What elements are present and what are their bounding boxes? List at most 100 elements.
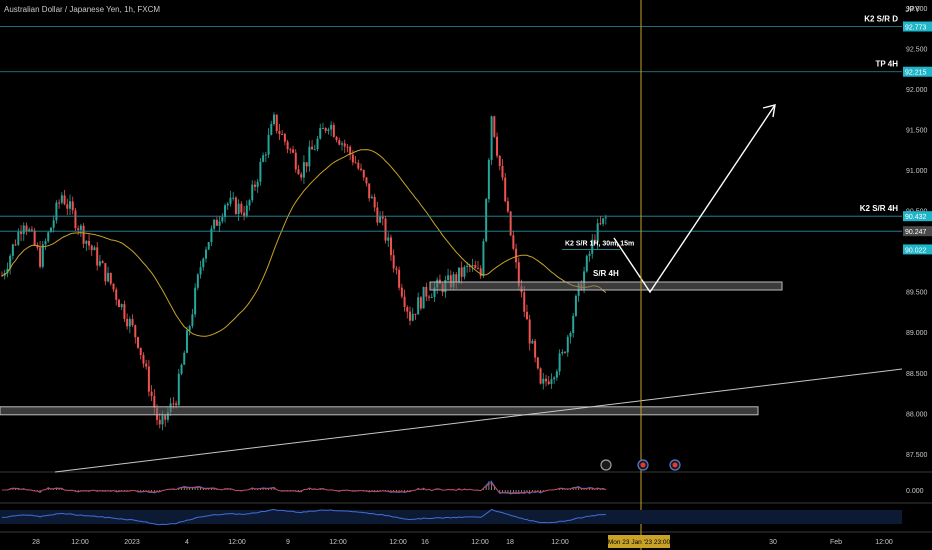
- candle-body: [126, 318, 129, 327]
- candle-body: [9, 255, 12, 269]
- candle-body: [430, 296, 433, 298]
- x-tick-label: 12:00: [329, 539, 347, 546]
- candle-body: [302, 162, 305, 178]
- candle-body: [485, 199, 488, 242]
- candle-body: [69, 201, 71, 209]
- candle-body: [354, 162, 357, 164]
- candle-body: [591, 239, 594, 254]
- trendline: [54, 368, 903, 473]
- price-level-label: K2 S/R 4H: [860, 204, 898, 213]
- candle-body: [150, 391, 153, 397]
- candle-body: [403, 296, 406, 308]
- y-tick-label: 88.000: [906, 411, 928, 418]
- candle-body: [534, 340, 537, 358]
- x-tick-label: 12:00: [471, 539, 489, 546]
- candle-body: [58, 202, 61, 204]
- candle-body: [153, 396, 156, 408]
- candle-body: [123, 304, 126, 319]
- candle-body: [245, 205, 248, 216]
- price-level-badge-text: 90.432: [905, 214, 927, 221]
- candle-body: [115, 289, 118, 300]
- candle-body: [392, 255, 395, 269]
- candle-body: [425, 286, 428, 297]
- candle-body: [569, 332, 572, 337]
- candle-body: [39, 247, 42, 267]
- price-level-badge: [903, 244, 932, 255]
- candle-body: [330, 125, 333, 130]
- candle-body: [389, 237, 392, 256]
- price-axis: [902, 0, 932, 550]
- zone-label: S/R 4H: [593, 269, 619, 278]
- candle-body: [289, 149, 292, 151]
- candle-body: [253, 184, 256, 187]
- candle-body: [229, 197, 232, 204]
- candle-body: [71, 201, 74, 211]
- candle-body: [147, 366, 150, 392]
- candle-body: [346, 146, 349, 148]
- candle-body: [428, 296, 431, 298]
- candle-body: [373, 196, 376, 208]
- candle-body: [196, 274, 199, 288]
- candle-body: [487, 159, 490, 200]
- candle-body: [313, 149, 316, 151]
- candle-body: [117, 299, 120, 308]
- candle-body: [85, 240, 88, 244]
- price-level-label: K2 S/R 1H, 30m, 15m: [565, 240, 634, 247]
- candle-body: [191, 314, 194, 327]
- candle-body: [376, 207, 379, 223]
- y-tick-label: 92.500: [906, 47, 928, 54]
- candle-body: [294, 152, 297, 170]
- candle-body: [311, 146, 314, 150]
- candle-body: [547, 381, 550, 385]
- candle-body: [207, 242, 210, 250]
- currency-label: JPY: [905, 5, 920, 14]
- candle-body: [509, 211, 512, 236]
- candle-body: [20, 231, 23, 234]
- candle-body: [572, 315, 575, 333]
- candle-body: [479, 268, 482, 277]
- candle-body: [460, 267, 463, 277]
- candle-body: [370, 196, 373, 199]
- candle-body: [199, 267, 202, 275]
- candle-body: [166, 412, 169, 420]
- candle-body: [210, 228, 213, 243]
- candle-body: [585, 255, 588, 272]
- rsi-line: [1, 508, 606, 526]
- x-tick-label: 12:00: [875, 539, 893, 546]
- price-level-badge: [903, 211, 932, 222]
- moving-average-line: [1, 149, 607, 337]
- candle-body: [466, 265, 469, 267]
- oscillator-signal-line: [2, 483, 606, 494]
- candle-body: [60, 195, 63, 203]
- candle-body: [365, 177, 368, 184]
- candle-body: [139, 347, 142, 355]
- candle-body: [406, 307, 409, 312]
- candle-body: [134, 325, 137, 338]
- candle-body: [515, 248, 518, 263]
- x-tick-label: 12:00: [228, 539, 246, 546]
- candle-body: [63, 195, 66, 205]
- candle-body: [232, 197, 235, 199]
- candle-body: [409, 311, 411, 321]
- price-level-badge: [903, 66, 932, 77]
- candle-body: [536, 357, 539, 369]
- candle-body: [455, 274, 458, 283]
- candle-body: [47, 232, 50, 242]
- candle-body: [525, 311, 528, 320]
- candle-body: [237, 203, 240, 215]
- candle-body: [452, 274, 455, 288]
- price-level-label: K2 S/R D: [864, 14, 898, 23]
- price-level-badge: [903, 21, 932, 32]
- candle-body: [224, 205, 227, 218]
- candle-body: [180, 364, 183, 374]
- candle-body: [88, 240, 91, 246]
- y-tick-label: 88.500: [906, 371, 928, 378]
- candle-body: [319, 128, 322, 139]
- candle-body: [215, 219, 218, 226]
- candle-body: [324, 128, 327, 131]
- flag-icon: [669, 459, 681, 471]
- candle-body: [66, 204, 69, 209]
- candle-body: [362, 170, 365, 178]
- price-level-badge-text: 90.247: [905, 229, 927, 236]
